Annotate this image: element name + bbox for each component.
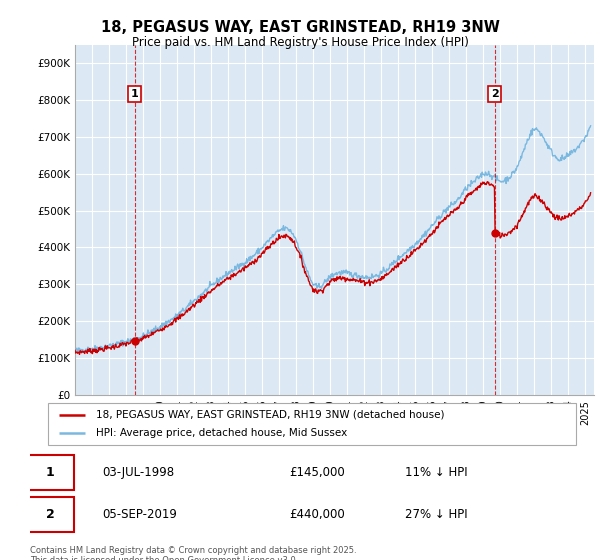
Text: 1: 1 [46,466,55,479]
FancyBboxPatch shape [48,403,576,445]
Text: Contains HM Land Registry data © Crown copyright and database right 2025.
This d: Contains HM Land Registry data © Crown c… [30,546,356,560]
Text: 1: 1 [131,89,139,99]
Text: 27% ↓ HPI: 27% ↓ HPI [406,508,468,521]
Text: £440,000: £440,000 [289,508,345,521]
FancyBboxPatch shape [27,497,74,531]
Text: Price paid vs. HM Land Registry's House Price Index (HPI): Price paid vs. HM Land Registry's House … [131,36,469,49]
Text: 18, PEGASUS WAY, EAST GRINSTEAD, RH19 3NW (detached house): 18, PEGASUS WAY, EAST GRINSTEAD, RH19 3N… [95,410,444,420]
Text: 2: 2 [491,89,499,99]
Text: HPI: Average price, detached house, Mid Sussex: HPI: Average price, detached house, Mid … [95,428,347,438]
Text: 2: 2 [46,508,55,521]
Text: 11% ↓ HPI: 11% ↓ HPI [406,466,468,479]
FancyBboxPatch shape [27,455,74,490]
Text: £145,000: £145,000 [289,466,345,479]
Text: 18, PEGASUS WAY, EAST GRINSTEAD, RH19 3NW: 18, PEGASUS WAY, EAST GRINSTEAD, RH19 3N… [101,20,499,35]
Text: 05-SEP-2019: 05-SEP-2019 [102,508,176,521]
Text: 03-JUL-1998: 03-JUL-1998 [102,466,174,479]
